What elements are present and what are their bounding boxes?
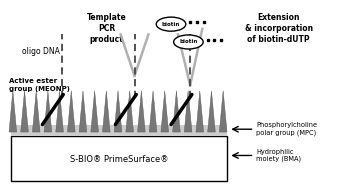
Polygon shape	[114, 91, 122, 132]
Polygon shape	[126, 91, 134, 132]
Polygon shape	[79, 91, 87, 132]
Polygon shape	[184, 91, 192, 132]
Polygon shape	[21, 91, 28, 132]
Polygon shape	[9, 91, 17, 132]
Text: biotin: biotin	[179, 40, 198, 44]
Polygon shape	[208, 91, 215, 132]
Text: Active ester
group (MEONP): Active ester group (MEONP)	[9, 78, 70, 92]
Polygon shape	[138, 91, 145, 132]
Polygon shape	[32, 91, 40, 132]
Polygon shape	[91, 91, 98, 132]
Text: Phosphorylcholine
polar group (MPC): Phosphorylcholine polar group (MPC)	[256, 122, 317, 136]
Text: biotin: biotin	[162, 22, 180, 27]
Polygon shape	[196, 91, 203, 132]
Text: Hydrophilic
moiety (BMA): Hydrophilic moiety (BMA)	[256, 149, 301, 162]
Ellipse shape	[156, 17, 186, 31]
Bar	[11, 125, 227, 136]
Ellipse shape	[174, 35, 203, 49]
Polygon shape	[44, 91, 52, 132]
Polygon shape	[56, 91, 64, 132]
Polygon shape	[173, 91, 180, 132]
Polygon shape	[149, 91, 157, 132]
Text: S-BIO® PrimeSurface®: S-BIO® PrimeSurface®	[70, 155, 168, 164]
Polygon shape	[67, 91, 75, 132]
Text: Template
PCR
product: Template PCR product	[87, 13, 127, 44]
Polygon shape	[161, 91, 169, 132]
Text: Extension
& incorporation
of biotin-dUTP: Extension & incorporation of biotin-dUTP	[245, 13, 313, 44]
Bar	[11, 136, 227, 181]
Polygon shape	[219, 91, 227, 132]
Text: oligo DNA: oligo DNA	[22, 47, 60, 56]
Polygon shape	[103, 91, 110, 132]
